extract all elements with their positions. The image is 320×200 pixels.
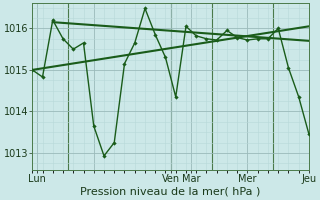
X-axis label: Pression niveau de la mer( hPa ): Pression niveau de la mer( hPa ) [80, 187, 261, 197]
